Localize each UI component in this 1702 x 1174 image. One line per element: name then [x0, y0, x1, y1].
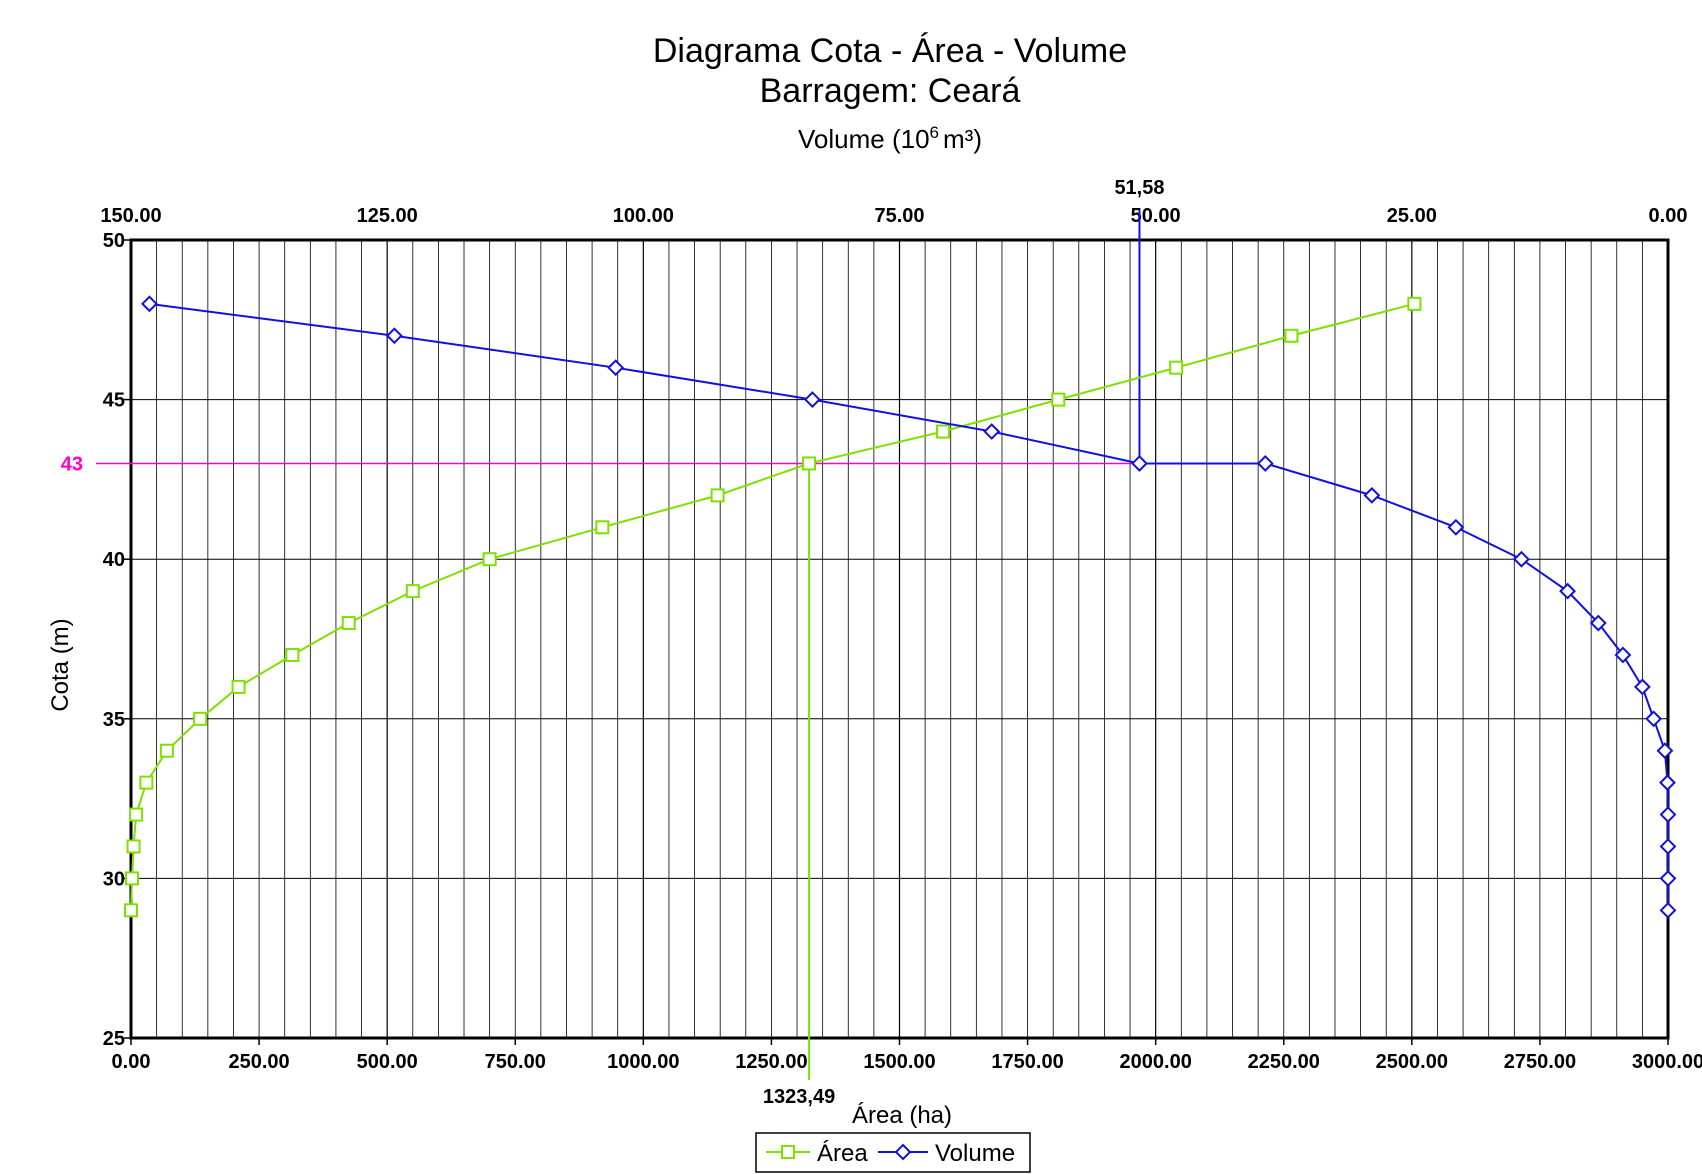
area-data-point [125, 871, 140, 886]
x-volume-tick-label: 75.00 [874, 205, 924, 227]
y-tick-label: 45 [103, 390, 125, 412]
volume-data-point [1614, 646, 1632, 664]
x-area-tick-label: 1250.00 [735, 1051, 807, 1073]
x-volume-tick-label: 0.00 [1649, 205, 1688, 227]
area-data-point [124, 903, 138, 918]
area-data-point [341, 616, 356, 631]
area-data-point [231, 679, 246, 694]
y-tick-label: 25 [103, 1028, 125, 1050]
volume-reference-label: 51,58 [1114, 177, 1164, 199]
area-data-point [405, 584, 420, 599]
area-data-point [159, 743, 174, 758]
series-layer [124, 295, 1677, 919]
grid [131, 239, 1668, 1039]
area-data-point [595, 520, 610, 535]
top-axis-title-unit: m³) [943, 124, 982, 154]
axes: 0.00 250.00 500.00 750.00 1000.00 1250.00 1500… [100, 205, 1702, 1073]
x-axis-title: Área (ha) [852, 1102, 952, 1129]
annotations: 43 1323,49 51,58 [61, 177, 1165, 1108]
area-data-point [802, 456, 817, 471]
legend-area-marker [781, 1145, 795, 1159]
area-data-point [1407, 296, 1422, 311]
x-area-tick-label: 1500.00 [863, 1051, 935, 1073]
legend: Área Volume [755, 1132, 1031, 1173]
area-data-point [710, 488, 725, 503]
volume-data-point [1659, 901, 1677, 919]
volume-series-line [149, 302, 1669, 911]
series-area [124, 296, 1422, 918]
x-area-tick-label: 1750.00 [991, 1051, 1063, 1073]
volume-data-point [1633, 678, 1651, 696]
area-series-line [130, 302, 1415, 911]
area-data-point [936, 424, 951, 439]
volume-data-point [1589, 614, 1607, 632]
volume-data-point [607, 359, 625, 377]
series-volume [141, 295, 1677, 919]
legend-volume-marker [894, 1143, 912, 1161]
area-data-point [285, 647, 300, 662]
top-axis-title-base: Volume (10 [798, 124, 930, 154]
x-area-tick-label: 750.00 [485, 1051, 546, 1073]
volume-data-point [803, 391, 821, 409]
x-volume-tick-label: 25.00 [1387, 205, 1437, 227]
volume-data-point [1559, 582, 1576, 600]
volume-data-point [1656, 742, 1674, 760]
x-volume-tick-label: 100.00 [613, 205, 674, 227]
area-data-point [482, 552, 497, 567]
area-data-point [1284, 328, 1299, 343]
x-volume-tick-label: 150.00 [100, 205, 161, 227]
volume-data-point [1645, 710, 1663, 728]
volume-data-point [983, 423, 1001, 440]
x-area-tick-label: 0.00 [112, 1051, 151, 1073]
x-area-tick-label: 2000.00 [1120, 1051, 1192, 1073]
area-data-point [1051, 392, 1066, 407]
chart-title: Diagrama Cota - Área - Volume [653, 32, 1127, 70]
volume-data-point [141, 295, 158, 313]
x-area-tick-label: 2250.00 [1248, 1051, 1320, 1073]
cota-reference-label: 43 [61, 453, 83, 475]
x-area-tick-label: 1000.00 [607, 1051, 679, 1073]
legend-area-label: Área [817, 1140, 868, 1167]
area-data-point [139, 775, 154, 790]
x-area-tick-label: 250.00 [228, 1051, 289, 1073]
area-data-point [193, 711, 208, 726]
x-area-tick-label: 2500.00 [1376, 1051, 1448, 1073]
y-tick-label: 40 [103, 549, 125, 571]
area-data-point [1169, 360, 1184, 375]
volume-data-point [1659, 838, 1677, 855]
y-axis-title: Cota (m) [47, 618, 74, 711]
chart-subtitle: Barragem: Ceará [760, 72, 1021, 110]
volume-data-point [1447, 518, 1465, 536]
volume-data-point [1131, 455, 1148, 472]
legend-volume-label: Volume [935, 1140, 1015, 1167]
volume-data-point [1513, 550, 1530, 568]
volume-data-point [1659, 869, 1677, 887]
x-area-tick-label: 500.00 [357, 1051, 418, 1073]
top-axis-title-sup: 6 [930, 123, 939, 142]
x-area-tick-label: 3000.00 [1632, 1051, 1702, 1073]
area-data-point [129, 807, 144, 822]
area-reference-label: 1323,49 [763, 1086, 835, 1108]
volume-data-point [385, 327, 403, 345]
volume-data-point [1256, 455, 1274, 472]
y-tick-label: 30 [103, 868, 125, 890]
volume-data-point [1659, 774, 1676, 792]
area-data-point [126, 839, 141, 854]
y-tick-label: 50 [103, 230, 125, 252]
x-volume-tick-label: 50.00 [1131, 205, 1181, 227]
volume-data-point [1363, 486, 1381, 504]
x-volume-tick-label: 125.00 [357, 205, 418, 227]
volume-data-point [1659, 806, 1677, 823]
top-axis-title: Volume (106 m³) [798, 123, 982, 154]
y-tick-label: 35 [103, 709, 125, 731]
x-area-tick-label: 2750.00 [1504, 1051, 1576, 1073]
